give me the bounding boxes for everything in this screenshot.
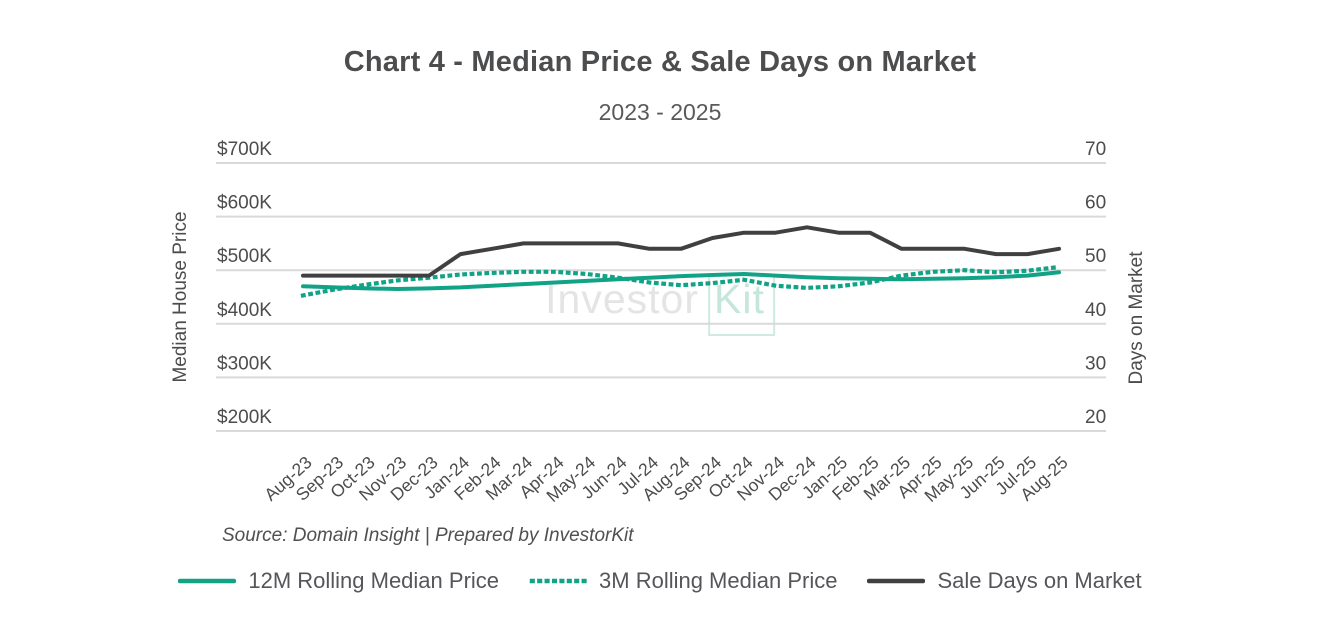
- legend-item-sale-days: Sale Days on Market: [867, 568, 1142, 594]
- right-axis-tick-label: 40: [1085, 300, 1106, 321]
- right-axis-tick-label: 70: [1085, 139, 1106, 160]
- right-axis-tick-label: 60: [1085, 193, 1106, 214]
- xaxis-layer: Aug-23Sep-23Oct-23Nov-23Dec-23Jan-24Feb-…: [260, 452, 1071, 506]
- series-line-sale-days-on-market: [301, 225, 1061, 278]
- grid-layer: $700K 70 $600K 60 $500K 50 $400K 40 $300K 30 $200K…: [216, 139, 1106, 432]
- right-axis-tick-label: 50: [1085, 246, 1106, 267]
- source-note: Source: Domain Insight | Prepared by Inv…: [222, 525, 634, 546]
- series-line-12m-rolling-median-price: [301, 270, 1061, 291]
- legend-swatch-solid-teal-icon: [178, 578, 237, 584]
- legend-swatch-dotted-teal-icon: [529, 578, 588, 584]
- chart-legend: 12M Rolling Median Price 3M Rolling Medi…: [0, 568, 1320, 594]
- right-axis-tick-label: 30: [1085, 353, 1106, 374]
- right-axis-title: Days on Market: [1126, 251, 1147, 385]
- legend-label-3m-rolling: 3M Rolling Median Price: [599, 568, 838, 593]
- right-axis-tick-label: 20: [1085, 407, 1106, 428]
- left-axis-tick-label: $600K: [217, 193, 272, 214]
- left-axis-title: Median House Price: [170, 211, 191, 382]
- legend-swatch-dark-icon: [867, 578, 926, 584]
- series-line-3m-rolling-median-price: [300, 264, 1062, 298]
- left-axis-tick-label: $200K: [217, 407, 272, 428]
- chart-subtitle: 2023 - 2025: [598, 99, 722, 125]
- left-axis-tick-label: $400K: [217, 300, 272, 321]
- legend-label-12m-rolling: 12M Rolling Median Price: [248, 568, 500, 593]
- left-axis-tick-label: $700K: [217, 139, 272, 160]
- left-axis-tick-label: $500K: [217, 246, 272, 267]
- left-axis-tick-label: $300K: [217, 353, 272, 374]
- chart-title: Chart 4 - Median Price & Sale Days on Ma…: [343, 46, 977, 78]
- legend-item-12m-rolling: 12M Rolling Median Price: [178, 568, 499, 594]
- legend-label-sale-days: Sale Days on Market: [937, 568, 1142, 593]
- legend-item-3m-rolling: 3M Rolling Median Price: [529, 568, 837, 594]
- series-layer: [300, 225, 1062, 298]
